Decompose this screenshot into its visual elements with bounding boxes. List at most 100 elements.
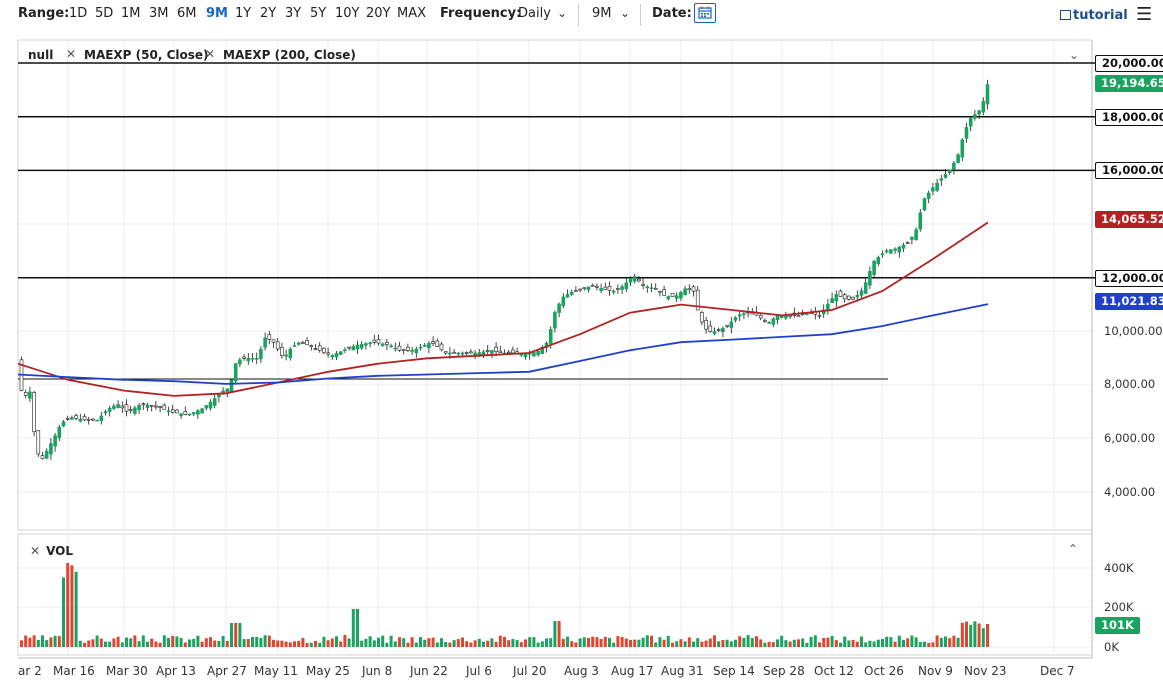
candle [645,286,650,289]
volume-bar [742,637,746,647]
volume-bar [175,636,179,647]
volume-bar [66,562,70,647]
volume-bar [330,638,334,647]
volume-bar [99,638,103,647]
volume-bar [162,635,166,647]
range-button-5d[interactable]: 5D [95,6,114,21]
volume-bar [704,640,708,647]
volume-bar [818,642,821,647]
candle [305,339,309,346]
chevron-up-icon[interactable]: ⌃ [1068,542,1079,556]
candle [565,294,570,298]
volume-bar [146,641,149,647]
candle [389,345,393,348]
candle [884,250,889,253]
volume-bar [755,636,758,647]
volume-bar [288,642,292,647]
calendar-icon[interactable] [694,3,716,23]
volume-bar [104,641,107,647]
candle [233,363,238,382]
volume-bar [158,642,162,647]
candle [275,341,280,350]
candle [267,334,272,340]
time-tick: Mar 16 [53,664,95,678]
volume-bar [322,636,326,647]
range-button-20y[interactable]: 20Y [366,6,391,21]
volume-bar [570,641,574,647]
volume-bar [637,639,641,647]
range-button-1m[interactable]: 1M [121,6,141,21]
candle [246,358,251,362]
range-button-2y[interactable]: 2Y [260,6,277,21]
range-button-5y[interactable]: 5Y [310,6,327,21]
volume-bar [204,638,208,647]
time-tick: May 11 [254,664,298,678]
chevron-down-icon[interactable]: ⌄ [1069,48,1080,62]
candle [116,404,120,408]
range-button-1y[interactable]: 1Y [235,6,252,21]
candle [506,351,511,354]
time-tick: Jun 8 [362,664,393,678]
volume-bar [977,623,981,647]
volume-bar [24,635,28,647]
candle [872,260,876,275]
chevron-down-icon[interactable]: ⌄ [557,6,568,20]
volume-bar [154,641,158,647]
range-button-9m[interactable]: 9M [206,6,228,21]
candle [322,347,326,353]
close-icon[interactable]: ✕ [30,544,41,558]
candle [632,276,637,282]
volume-bar [897,635,901,647]
period-select[interactable]: 9M [592,6,612,21]
candle [229,379,234,392]
candle [238,359,242,365]
candle [611,290,616,293]
range-button-6m[interactable]: 6M [177,6,197,21]
frequency-select[interactable]: Daily [518,6,551,21]
candle [288,348,293,359]
range-button-3m[interactable]: 3M [149,6,169,21]
volume-bar [150,638,154,647]
chevron-down-icon[interactable]: ⌄ [620,6,631,20]
range-button-1d[interactable]: 1D [69,6,88,21]
candle [897,246,902,253]
candle [74,415,78,419]
range-button-max[interactable]: MAX [397,6,427,21]
volume-bar [225,641,229,647]
volume-bar [532,637,536,647]
volume-bar [881,638,884,647]
volume-bar [918,642,922,647]
tutorial-link[interactable]: tutorial [1060,8,1128,23]
volume-bar [889,637,893,647]
volume-bar [839,642,842,647]
range-button-3y[interactable]: 3Y [285,6,302,21]
candle [641,283,645,286]
candle [973,114,977,119]
candle [922,198,927,211]
volume-bar [725,639,729,647]
candle [460,352,465,355]
close-icon[interactable]: ✕ [205,47,216,61]
candle [250,358,255,360]
volume-bar [494,641,498,647]
volume-bar [272,639,275,647]
time-tick: Jun 22 [410,664,448,678]
volume-bar [822,638,826,647]
candle [868,271,872,286]
candle [196,410,200,415]
volume-tick: 200K [1104,600,1134,614]
candle [406,346,410,351]
volume-bar [498,635,502,647]
candle [326,352,330,355]
candle [981,101,986,113]
range-button-10y[interactable]: 10Y [335,6,360,21]
volume-bar [662,639,666,647]
volume-bar [935,635,939,647]
close-icon[interactable]: ✕ [66,47,77,61]
candle [968,118,973,127]
candle [191,412,196,415]
time-tick: Mar 30 [106,664,148,678]
hamburger-menu-icon[interactable]: ☰ [1136,4,1153,25]
volume-bar [171,635,175,647]
